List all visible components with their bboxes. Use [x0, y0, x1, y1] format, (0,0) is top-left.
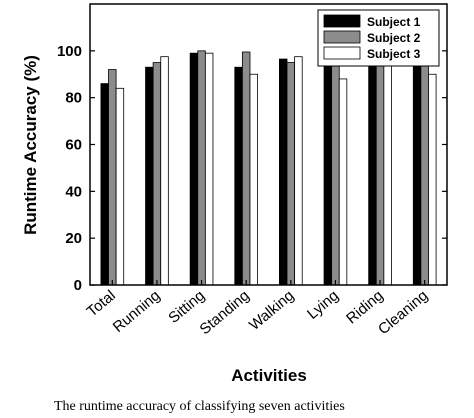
legend-entry: Subject 1 [367, 15, 421, 29]
bar-subject-3-cleaning [428, 73, 437, 286]
y-tick-label: 20 [65, 230, 82, 247]
bar-subject-3-walking [294, 56, 303, 286]
y-tick-label: 100 [57, 43, 82, 60]
x-tick-label: Cleaning [375, 287, 431, 338]
y-tick-label: 0 [74, 277, 82, 294]
bar-subject-1-sitting [189, 52, 199, 286]
x-tick-label: Walking [246, 287, 297, 334]
x-tick-label: Total [84, 287, 119, 320]
bar-subject-2-total [108, 69, 117, 286]
x-axis-title: Activities [231, 366, 307, 385]
x-tick-label: Running [110, 287, 164, 336]
bar-subject-3-riding [383, 59, 392, 286]
bar-subject-2-cleaning [420, 60, 429, 286]
y-tick-label: 80 [65, 90, 82, 107]
figure-caption: The runtime accuracy of classifying seve… [54, 399, 345, 413]
bar-subject-2-standing [241, 51, 251, 286]
legend-entry: Subject 2 [367, 31, 421, 45]
legend-entry: Subject 3 [367, 47, 421, 61]
bar-subject-2-running [152, 62, 162, 286]
bar-subject-2-lying [331, 51, 340, 286]
y-tick-label: 60 [65, 137, 82, 154]
legend-swatch [323, 30, 361, 44]
bar-subject-2-walking [286, 62, 296, 286]
bar-subject-1-riding [368, 64, 377, 286]
bar-subject-3-running [160, 56, 169, 286]
bar-subject-1-total [100, 83, 109, 286]
legend-swatch [323, 46, 361, 60]
bar-subject-3-standing [249, 73, 258, 286]
bar-subject-2-sitting [197, 50, 206, 286]
bar-subject-3-total [115, 87, 125, 286]
y-tick-label: 40 [65, 183, 82, 200]
bar-subject-1-lying [323, 57, 333, 286]
bar-subject-1-cleaning [412, 50, 422, 286]
legend-swatch [323, 14, 361, 28]
bar-subject-3-lying [338, 78, 348, 286]
bar-subject-1-standing [234, 66, 243, 286]
bar-subject-1-walking [279, 58, 288, 286]
legend: Subject 1 Subject 2 Subject 3 [317, 9, 440, 67]
bar-subject-3-sitting [204, 52, 214, 286]
x-tick-label: Lying [304, 287, 342, 323]
bars-layer [100, 50, 437, 286]
bar-subject-1-running [145, 66, 154, 286]
bar-subject-2-riding [375, 50, 385, 286]
x-tick-label: Standing [196, 287, 252, 338]
y-axis-title: Runtime Accuracy (%) [21, 55, 40, 235]
